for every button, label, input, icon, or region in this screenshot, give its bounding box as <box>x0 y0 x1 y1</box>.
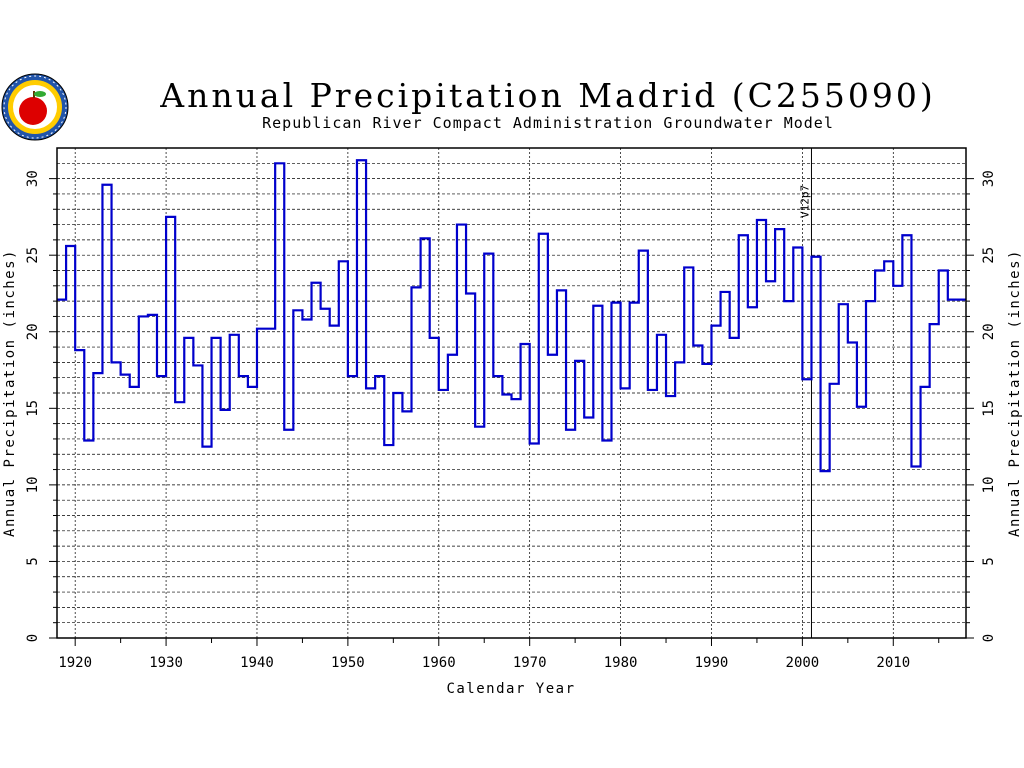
x-tick-label: 1980 <box>604 655 638 671</box>
x-axis-ticks: 1920 1930 1940 1950 1960 1970 1980 1990 2000 2010 <box>58 638 940 671</box>
x-tick-label: 1920 <box>58 655 92 671</box>
x-tick-label: 2000 <box>786 655 820 671</box>
grid-lines <box>57 148 966 638</box>
y-tick-label-left: 10 <box>25 476 41 493</box>
y-tick-label-right: 5 <box>981 557 997 565</box>
x-tick-label: 1960 <box>422 655 456 671</box>
seal-logo <box>1 73 69 141</box>
x-tick-label: 1970 <box>513 655 547 671</box>
x-tick-label: 1990 <box>695 655 729 671</box>
y-tick-label-right: 25 <box>981 247 997 264</box>
x-tick-label: 1940 <box>240 655 274 671</box>
y-tick-label-left: 5 <box>25 557 41 565</box>
y-axis-label-left: Annual Precipitation (inches) <box>2 249 18 537</box>
annotation-layer: V12p7 <box>798 148 812 638</box>
y-tick-label-right: 20 <box>981 323 997 340</box>
x-axis-label: Calendar Year <box>446 681 575 697</box>
x-tick-label: 1950 <box>331 655 365 671</box>
y-axis-label-right: Annual Precipitation (inches) <box>1007 249 1023 537</box>
y-tick-label-left: 30 <box>25 170 41 187</box>
y-axis-right-ticks: 0 5 10 15 20 25 30 <box>966 170 997 642</box>
precipitation-series-line <box>57 159 966 473</box>
x-tick-label: 2010 <box>876 655 910 671</box>
y-tick-label-right: 0 <box>981 634 997 642</box>
chart-title: Annual Precipitation Madrid (C255090) <box>159 76 935 115</box>
x-tick-label: 1930 <box>149 655 183 671</box>
y-tick-label-right: 30 <box>981 170 997 187</box>
y-tick-label-left: 25 <box>25 247 41 264</box>
y-tick-label-right: 15 <box>981 400 997 417</box>
series-layer <box>57 159 966 473</box>
y-tick-label-left: 0 <box>25 634 41 642</box>
y-axis-left-ticks: 0 5 10 15 20 25 30 <box>25 170 57 642</box>
chart-subtitle: Republican River Compact Administration … <box>262 114 834 132</box>
y-tick-label-left: 15 <box>25 400 41 417</box>
y-tick-label-left: 20 <box>25 323 41 340</box>
y-tick-label-right: 10 <box>981 476 997 493</box>
annotation-label: V12p7 <box>798 185 811 218</box>
